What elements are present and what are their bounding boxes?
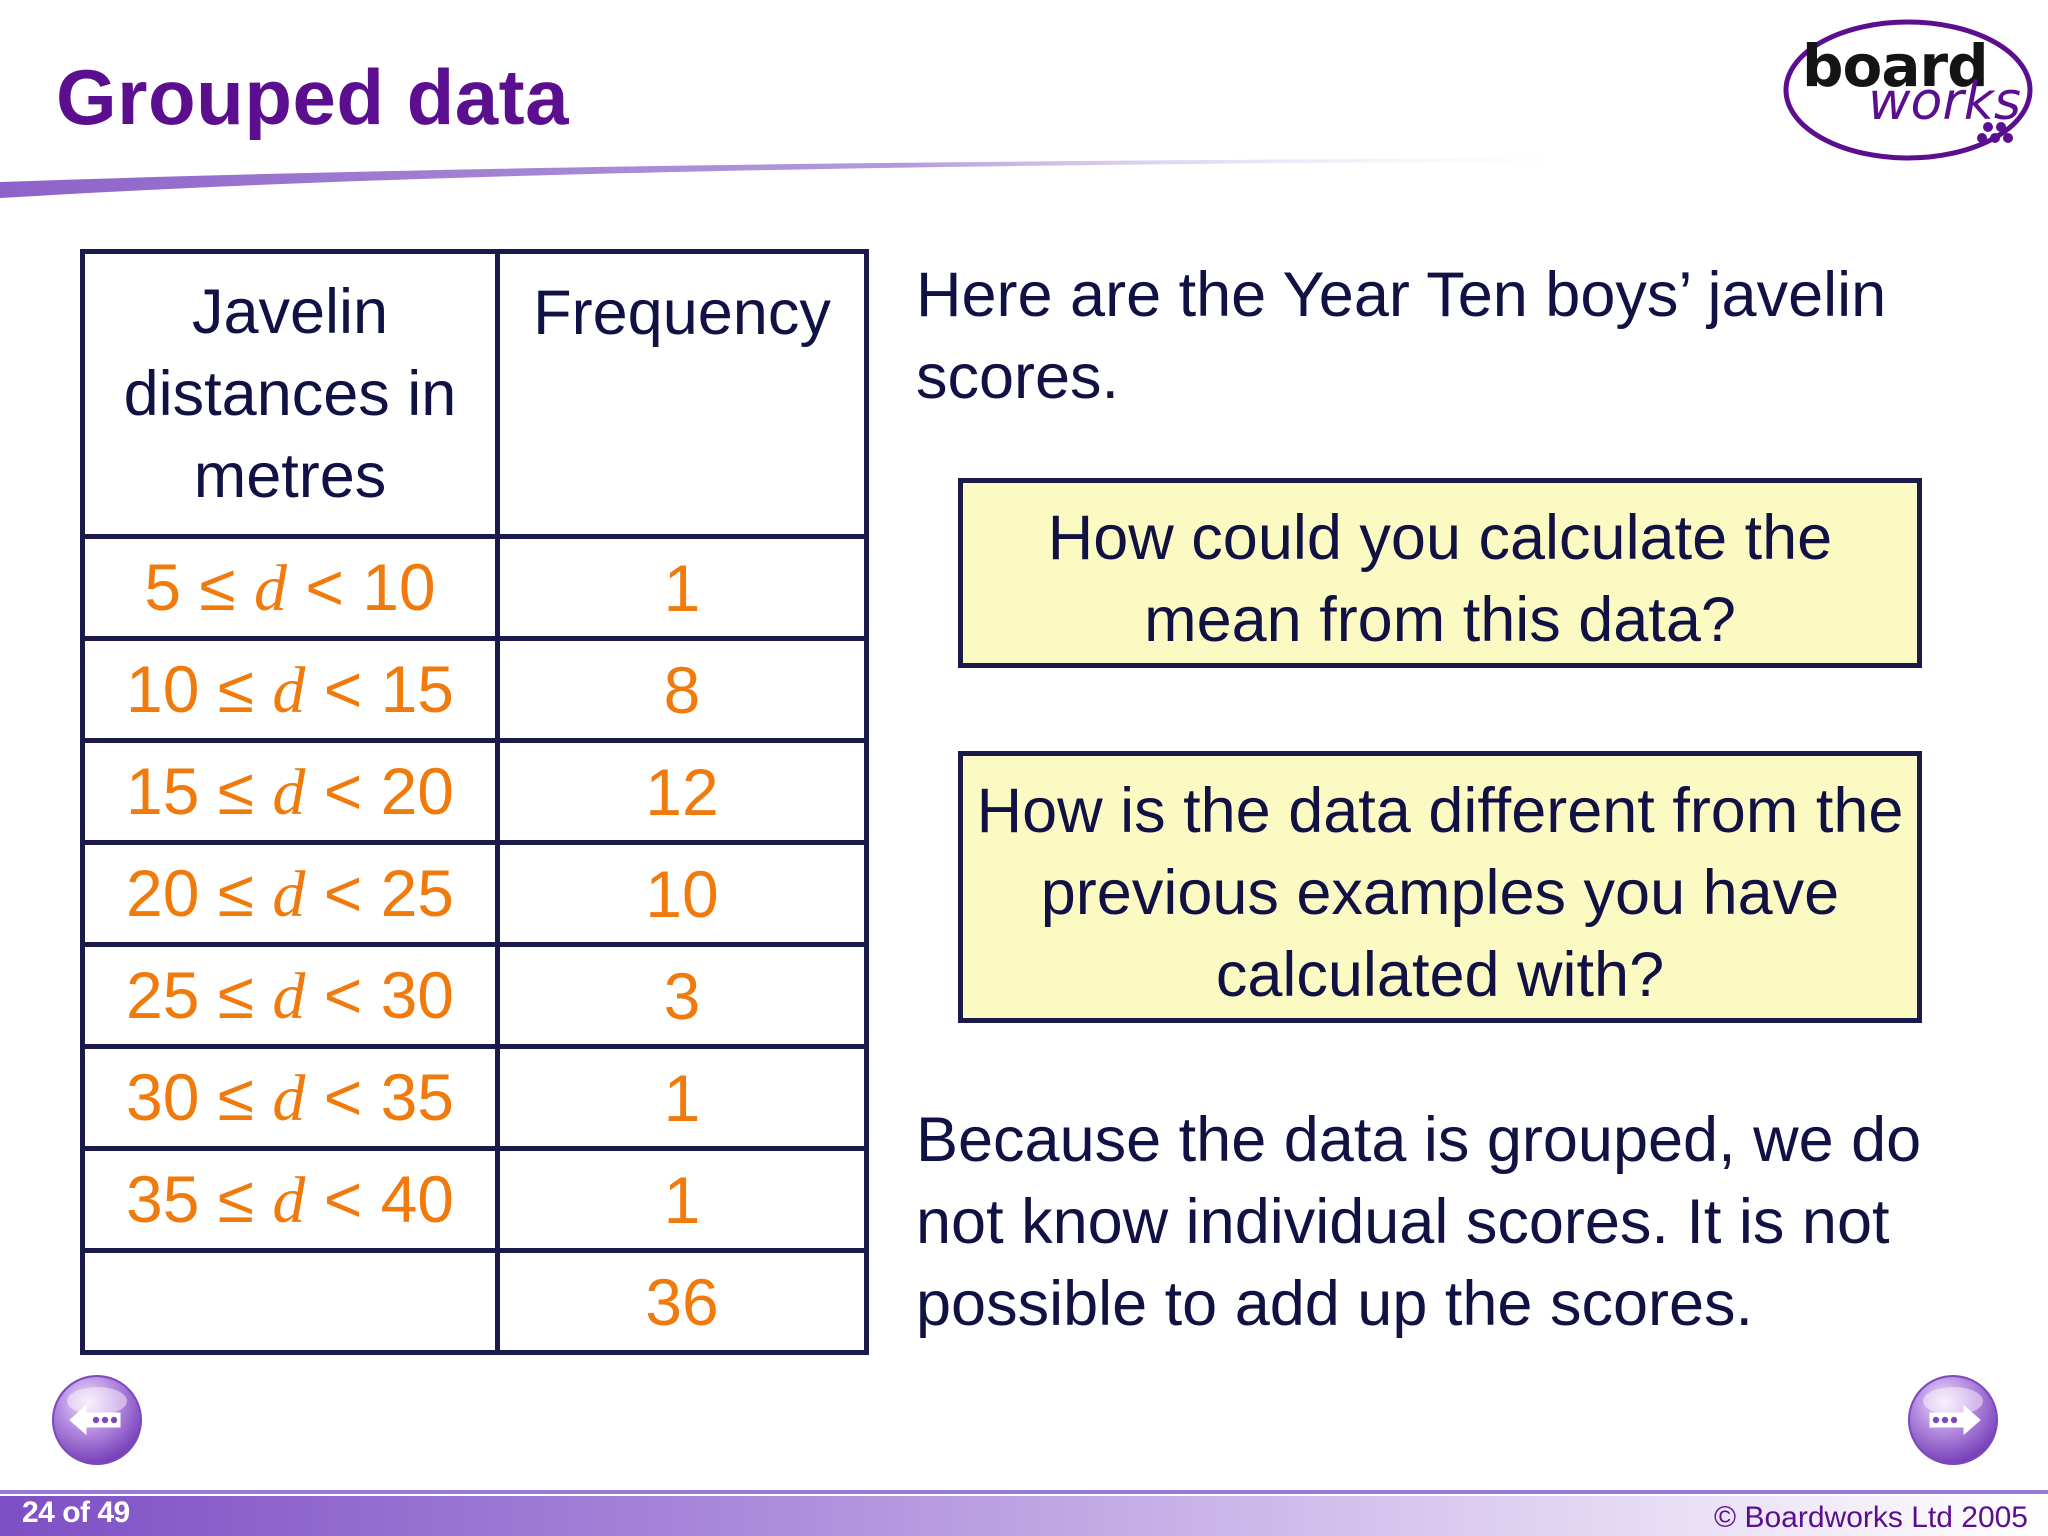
- interval-cell: 25 ≤ d < 30: [80, 942, 500, 1049]
- frequency-cell: 3: [495, 942, 869, 1049]
- interval-cell: 35 ≤ d < 40: [80, 1146, 500, 1253]
- interval-cell: 5 ≤ d < 10: [80, 534, 500, 641]
- frequency-cell: 1: [495, 1146, 869, 1253]
- interval-cell: 20 ≤ d < 25: [80, 840, 500, 947]
- header-line: metres: [193, 441, 387, 511]
- table-row: 35 ≤ d < 40 1: [80, 1146, 869, 1253]
- header-line: Javelin: [191, 277, 389, 347]
- boardworks-logo: board works: [1776, 12, 2036, 168]
- forward-arrow-icon: [1908, 1375, 1998, 1465]
- title-underline-swoosh: [0, 158, 1640, 198]
- slide-counter: 24 of 49: [22, 1496, 130, 1529]
- previous-slide-button[interactable]: [50, 1373, 144, 1467]
- table-row: 5 ≤ d < 10 1: [80, 534, 869, 641]
- interval-cell: 15 ≤ d < 20: [80, 738, 500, 845]
- distance-column-header: Javelin distances in metres: [80, 249, 500, 539]
- table-row: 15 ≤ d < 20 12: [80, 738, 869, 845]
- table-row: 20 ≤ d < 25 10: [80, 840, 869, 947]
- footer-bar: [0, 1490, 2048, 1536]
- javelin-frequency-table: Javelin distances in metres Frequency 5 …: [80, 249, 869, 1355]
- back-arrow-icon: [52, 1375, 142, 1465]
- question-box-difference: How is the data different from the previ…: [958, 751, 1922, 1023]
- logo-word-works: works: [1868, 72, 2021, 132]
- frequency-cell: 12: [495, 738, 869, 845]
- intro-text: Here are the Year Ten boys’ javelin scor…: [916, 260, 1887, 412]
- total-label-cell: [80, 1248, 500, 1355]
- table-row: 10 ≤ d < 15 8: [80, 636, 869, 743]
- header-line: distances in: [123, 359, 457, 429]
- interval-cell: 30 ≤ d < 35: [80, 1044, 500, 1151]
- table-row: 30 ≤ d < 35 1: [80, 1044, 869, 1151]
- answer-text: Because the data is grouped, we do not k…: [916, 1105, 1922, 1339]
- table-header-row: Javelin distances in metres Frequency: [80, 249, 869, 539]
- interval-cell: 10 ≤ d < 15: [80, 636, 500, 743]
- frequency-cell: 1: [495, 534, 869, 641]
- logo-word-board: board: [1802, 32, 1989, 100]
- copyright-text: © Boardworks Ltd 2005: [1714, 1501, 2028, 1534]
- frequency-cell: 10: [495, 840, 869, 947]
- frequency-column-header: Frequency: [495, 249, 869, 539]
- total-row: 36: [80, 1248, 869, 1355]
- frequency-cell: 1: [495, 1044, 869, 1151]
- frequency-cell: 8: [495, 636, 869, 743]
- total-frequency-cell: 36: [495, 1248, 869, 1355]
- next-slide-button[interactable]: [1906, 1373, 2000, 1467]
- question-box-mean: How could you calculate the mean from th…: [958, 478, 1922, 668]
- table-row: 25 ≤ d < 30 3: [80, 942, 869, 1049]
- page-title: Grouped data: [56, 53, 570, 141]
